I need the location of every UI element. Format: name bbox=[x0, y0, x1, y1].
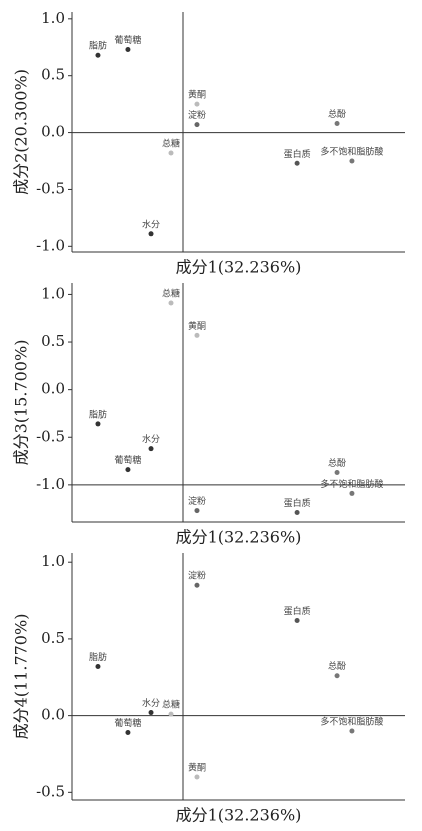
point-label: 蛋白质 bbox=[284, 497, 311, 509]
point bbox=[95, 421, 101, 427]
y-tick-label: 0.5 bbox=[41, 332, 65, 350]
point bbox=[148, 446, 154, 452]
point-label: 总糖 bbox=[162, 138, 180, 150]
point bbox=[95, 664, 101, 670]
point bbox=[95, 52, 101, 58]
point-label: 蛋白质 bbox=[284, 605, 311, 617]
point-label: 黄酮 bbox=[188, 761, 206, 773]
point bbox=[349, 490, 355, 496]
point-label: 淀粉 bbox=[188, 109, 206, 121]
point bbox=[349, 158, 355, 164]
y-axis-label: 成分2(20.300%) bbox=[12, 69, 31, 195]
point bbox=[168, 300, 174, 306]
x-axis-label: 成分1(32.236%) bbox=[176, 258, 302, 277]
point bbox=[194, 332, 200, 338]
point-label: 水分 bbox=[142, 697, 160, 709]
point-label: 脂肪 bbox=[89, 40, 107, 52]
point bbox=[194, 508, 200, 514]
point-label: 葡萄糖 bbox=[114, 717, 141, 729]
point bbox=[194, 101, 200, 107]
y-tick-label: -0.5 bbox=[36, 782, 65, 800]
point bbox=[194, 582, 200, 588]
y-tick-label: 1.0 bbox=[41, 284, 65, 302]
point bbox=[125, 467, 131, 473]
point-label: 脂肪 bbox=[89, 408, 107, 420]
point-label: 总糖 bbox=[162, 699, 180, 711]
point bbox=[125, 729, 131, 735]
point-label: 脂肪 bbox=[89, 651, 107, 663]
point-label: 蛋白质 bbox=[284, 148, 311, 160]
point bbox=[194, 774, 200, 780]
y-tick-label: 0.0 bbox=[41, 123, 65, 141]
point bbox=[294, 160, 300, 166]
point-label: 多不饱和脂肪酸 bbox=[320, 715, 383, 727]
point-label: 淀粉 bbox=[188, 495, 206, 507]
y-tick-label: 0.5 bbox=[41, 629, 65, 647]
point bbox=[294, 509, 300, 515]
point-label: 葡萄糖 bbox=[114, 34, 141, 46]
point bbox=[168, 711, 174, 717]
y-tick-label: 1.0 bbox=[41, 9, 65, 27]
y-tick-label: 0.5 bbox=[41, 66, 65, 84]
point-label: 多不饱和脂肪酸 bbox=[320, 478, 383, 490]
point bbox=[125, 47, 131, 53]
point bbox=[148, 231, 154, 237]
point bbox=[334, 120, 340, 126]
y-tick-label: -0.5 bbox=[36, 427, 65, 445]
y-axis-label: 成分3(15.700%) bbox=[12, 340, 31, 466]
x-axis-label: 成分1(32.236%) bbox=[176, 528, 302, 547]
point-label: 淀粉 bbox=[188, 570, 206, 582]
point-label: 水分 bbox=[142, 433, 160, 445]
point-label: 黄酮 bbox=[188, 320, 206, 332]
point bbox=[148, 710, 154, 716]
y-tick-label: -0.5 bbox=[36, 179, 65, 197]
y-tick-label: -1.0 bbox=[36, 236, 65, 254]
y-tick-label: 0.0 bbox=[41, 380, 65, 398]
y-tick-label: -1.0 bbox=[36, 475, 65, 493]
point-label: 多不饱和脂肪酸 bbox=[320, 146, 383, 158]
point-label: 总酚 bbox=[328, 457, 346, 469]
point-label: 总糖 bbox=[162, 287, 180, 299]
point bbox=[294, 618, 300, 624]
point bbox=[334, 469, 340, 475]
point bbox=[334, 673, 340, 679]
point-label: 葡萄糖 bbox=[114, 454, 141, 466]
point bbox=[194, 122, 200, 128]
y-tick-label: 0.0 bbox=[41, 706, 65, 724]
y-axis-label: 成分4(11.770%) bbox=[12, 614, 31, 740]
x-axis-label: 成分1(32.236%) bbox=[176, 806, 302, 825]
point-label: 黄酮 bbox=[188, 89, 206, 101]
y-tick-label: 1.0 bbox=[41, 552, 65, 570]
point bbox=[349, 728, 355, 734]
point bbox=[168, 150, 174, 156]
point-label: 水分 bbox=[142, 218, 160, 230]
point-label: 总酚 bbox=[328, 660, 346, 672]
point-label: 总酚 bbox=[328, 108, 346, 120]
